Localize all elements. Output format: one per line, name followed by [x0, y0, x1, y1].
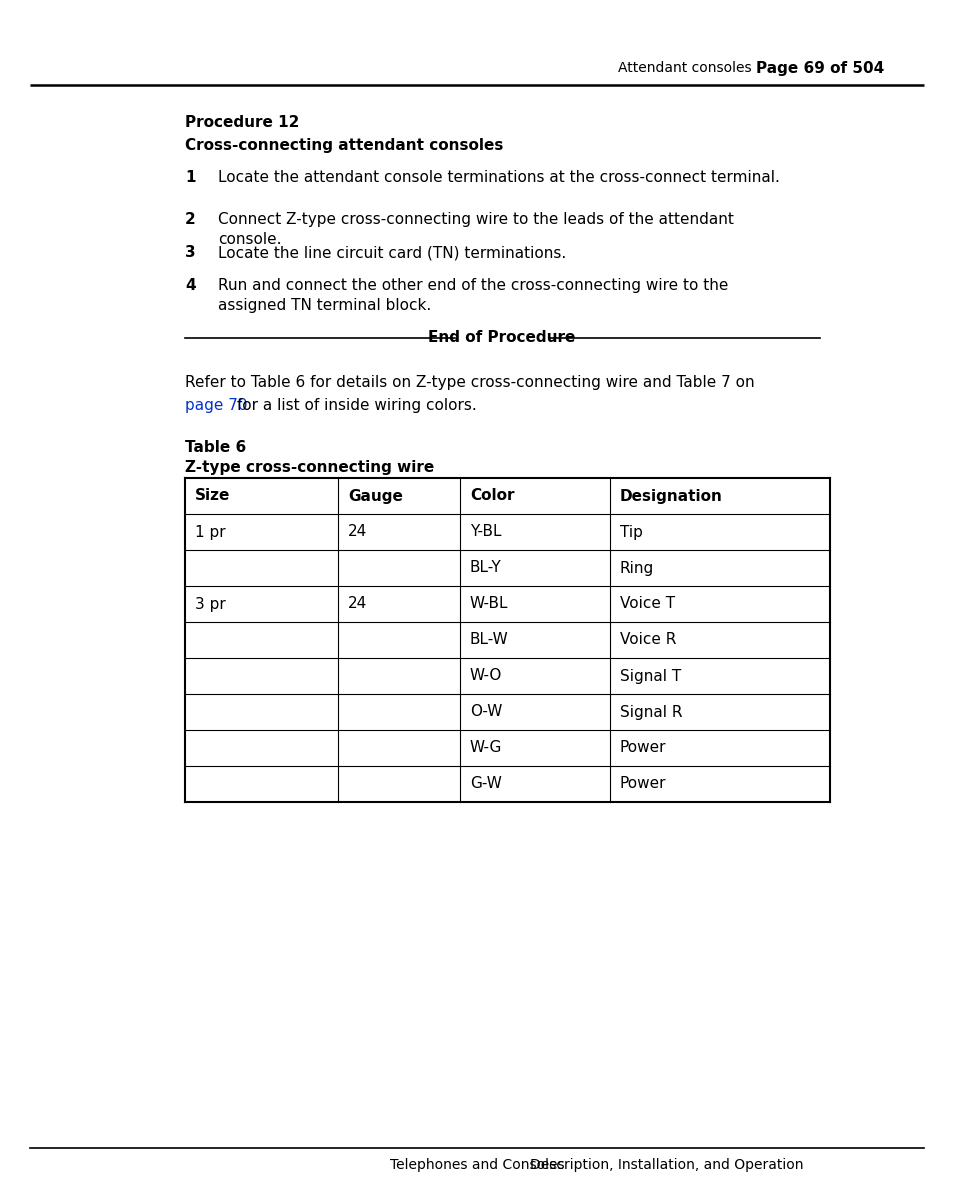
- Text: Locate the line circuit card (TN) terminations.: Locate the line circuit card (TN) termin…: [218, 245, 566, 260]
- Text: 1 pr: 1 pr: [194, 524, 226, 540]
- Text: Size: Size: [194, 488, 230, 504]
- Text: Voice R: Voice R: [619, 632, 676, 648]
- Text: Power: Power: [619, 740, 666, 756]
- Text: 1: 1: [185, 169, 195, 185]
- Text: Table 6: Table 6: [185, 440, 246, 456]
- Text: Refer to Table 6 for details on Z-type cross-connecting wire and Table 7 on: Refer to Table 6 for details on Z-type c…: [185, 375, 754, 389]
- Text: for a list of inside wiring colors.: for a list of inside wiring colors.: [232, 398, 476, 413]
- Text: Signal T: Signal T: [619, 668, 680, 684]
- Text: Description, Installation, and Operation: Description, Installation, and Operation: [530, 1158, 802, 1172]
- Text: Designation: Designation: [619, 488, 722, 504]
- Text: 2: 2: [185, 212, 195, 227]
- Text: Color: Color: [470, 488, 514, 504]
- Text: assigned TN terminal block.: assigned TN terminal block.: [218, 298, 431, 313]
- Text: G-W: G-W: [470, 776, 501, 791]
- Text: Gauge: Gauge: [348, 488, 402, 504]
- Text: Signal R: Signal R: [619, 704, 681, 720]
- Text: 4: 4: [185, 278, 195, 293]
- Text: Cross-connecting attendant consoles: Cross-connecting attendant consoles: [185, 138, 503, 153]
- Text: Attendant consoles: Attendant consoles: [618, 61, 751, 75]
- Text: Telephones and Consoles: Telephones and Consoles: [390, 1158, 564, 1172]
- Text: W-O: W-O: [470, 668, 502, 684]
- Text: console.: console.: [218, 232, 281, 246]
- Text: O-W: O-W: [470, 704, 502, 720]
- Text: Locate the attendant console terminations at the cross-connect terminal.: Locate the attendant console termination…: [218, 169, 779, 185]
- Text: W-BL: W-BL: [470, 596, 508, 612]
- Text: Run and connect the other end of the cross-connecting wire to the: Run and connect the other end of the cro…: [218, 278, 727, 293]
- Text: Ring: Ring: [619, 560, 654, 576]
- Text: Tip: Tip: [619, 524, 642, 540]
- Text: End of Procedure: End of Procedure: [428, 331, 575, 345]
- Text: 24: 24: [348, 596, 367, 612]
- Text: page 70: page 70: [185, 398, 247, 413]
- Text: BL-W: BL-W: [470, 632, 508, 648]
- Text: 3: 3: [185, 245, 195, 260]
- Text: W-G: W-G: [470, 740, 502, 756]
- Text: Connect Z-type cross-connecting wire to the leads of the attendant: Connect Z-type cross-connecting wire to …: [218, 212, 733, 227]
- Text: 24: 24: [348, 524, 367, 540]
- Text: Z-type cross-connecting wire: Z-type cross-connecting wire: [185, 460, 434, 475]
- Text: Power: Power: [619, 776, 666, 791]
- Text: Page 69 of 504: Page 69 of 504: [755, 60, 883, 76]
- Text: Voice T: Voice T: [619, 596, 675, 612]
- Text: Procedure 12: Procedure 12: [185, 115, 299, 130]
- Text: 3 pr: 3 pr: [194, 596, 226, 612]
- Text: BL-Y: BL-Y: [470, 560, 501, 576]
- Text: Y-BL: Y-BL: [470, 524, 501, 540]
